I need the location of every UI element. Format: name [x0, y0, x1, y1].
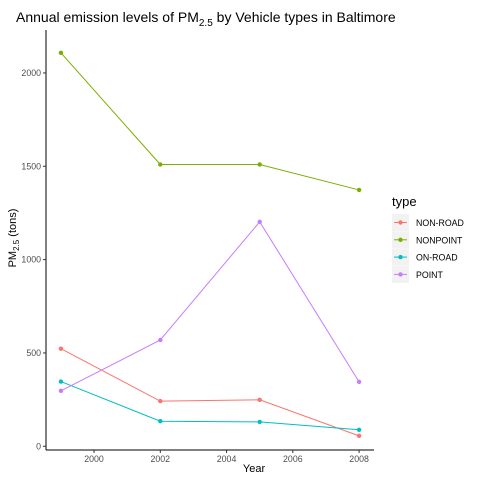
x-axis: 2000 2002 2004 2006 2008	[46, 449, 374, 464]
y-tick-label: 1000	[21, 255, 41, 265]
legend-item-on-road: ON-ROAD	[392, 248, 458, 266]
x-tick-label: 2002	[151, 454, 171, 464]
legend-item-nonpoint: NONPOINT	[392, 231, 463, 249]
y-axis-title-prefix: PM	[7, 251, 19, 268]
series-line-point	[60, 220, 360, 392]
y-axis: 0 500 1000 1500 2000	[21, 30, 47, 451]
x-tick-label: 2004	[217, 454, 237, 464]
chart-title-subscript: 2.5	[199, 18, 213, 29]
y-axis-title-suffix: (tons)	[7, 209, 19, 240]
data-point-non-road	[257, 397, 262, 403]
chart-title-prefix: Annual emission levels of PM	[16, 9, 199, 25]
legend-item-non-road: NON-ROAD	[392, 214, 464, 231]
y-tick-label: 0	[36, 441, 41, 451]
legend-point-point	[398, 272, 403, 277]
data-point-on-road	[356, 427, 362, 432]
legend-point-non-road	[398, 220, 403, 225]
data-point-non-road	[58, 346, 64, 351]
series-point	[58, 219, 362, 394]
data-point-point	[257, 219, 262, 224]
series-nonpoint	[58, 50, 362, 193]
legend-label-nonpoint: NONPOINT	[416, 235, 463, 245]
y-tick-label: 500	[26, 348, 41, 358]
y-axis-title-subscript: 2.5	[12, 239, 21, 251]
legend-label-point: POINT	[416, 270, 444, 280]
x-tick-label: 2006	[283, 454, 303, 464]
chart-title: Annual emission levels of PM2.5 by Vehic…	[16, 9, 396, 29]
series-on-road	[58, 379, 362, 432]
y-tick-label: 1500	[21, 161, 41, 171]
data-point-nonpoint	[257, 162, 262, 167]
series-non-road	[58, 346, 362, 439]
data-point-on-road	[158, 418, 163, 424]
series-layer	[58, 50, 362, 439]
x-tick-label: 2008	[349, 454, 369, 464]
data-point-nonpoint	[158, 162, 163, 167]
data-point-non-road	[356, 433, 362, 439]
y-axis-title: PM2.5 (tons)	[7, 209, 21, 268]
chart-title-text: Annual emission levels of PM2.5 by Vehic…	[16, 9, 396, 29]
legend: type NON-ROAD NONPOINT ON-ROAD POINT	[392, 194, 464, 283]
data-point-on-road	[58, 379, 64, 384]
data-point-point	[158, 337, 163, 343]
legend-label-on-road: ON-ROAD	[416, 253, 458, 263]
legend-title: type	[392, 194, 417, 209]
legend-point-nonpoint	[398, 237, 403, 242]
plot-panel: 2000 2002 2004 2006 2008 0 500 1000 1500 2000	[21, 30, 374, 464]
series-line-nonpoint	[60, 52, 360, 191]
y-tick-label: 2000	[21, 68, 41, 78]
series-line-on-road	[60, 381, 360, 431]
legend-item-point: POINT	[392, 265, 444, 283]
legend-label-non-road: NON-ROAD	[416, 218, 464, 228]
data-point-non-road	[158, 398, 163, 404]
legend-point-on-road	[398, 254, 403, 260]
chart-title-suffix: by Vehicle types in Baltimore	[213, 9, 396, 25]
series-line-non-road	[60, 348, 360, 437]
data-point-point	[356, 379, 362, 385]
data-point-point	[58, 388, 64, 394]
x-axis-title: Year	[243, 463, 266, 475]
data-point-nonpoint	[356, 187, 362, 193]
x-tick-label: 2000	[84, 454, 104, 464]
data-point-nonpoint	[58, 50, 64, 56]
data-point-on-road	[257, 419, 262, 425]
